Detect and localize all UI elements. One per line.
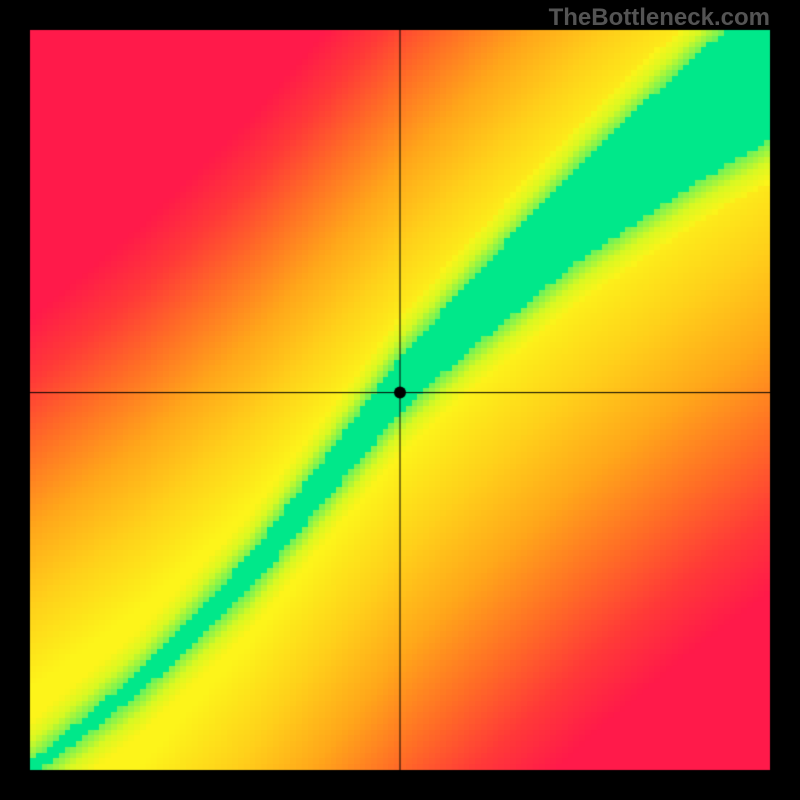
watermark-text: TheBottleneck.com <box>549 4 770 32</box>
chart-container: TheBottleneck.com <box>0 0 800 800</box>
bottleneck-heatmap <box>0 0 800 800</box>
